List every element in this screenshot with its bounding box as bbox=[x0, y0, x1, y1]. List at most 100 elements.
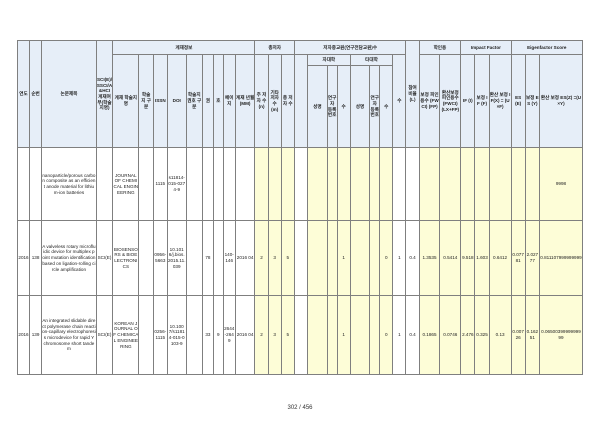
cell-ratio: 0.4 bbox=[405, 220, 420, 296]
cell-number bbox=[212, 147, 224, 221]
cell-class bbox=[185, 295, 203, 375]
col-a: 수 bbox=[392, 54, 407, 148]
cell-journal-name: JOURNAL OF CHEMICAL ENGINEERING bbox=[112, 147, 140, 221]
group-citations: 학인용 bbox=[418, 40, 462, 55]
cell-oth-regno bbox=[369, 220, 381, 296]
col-oth-name: 성명 bbox=[349, 65, 371, 148]
cell-blank bbox=[293, 295, 308, 375]
col-doi: DOI bbox=[166, 54, 187, 148]
col-ef2: 보정 ES (Y) bbox=[524, 54, 540, 148]
cell-seq: 138 bbox=[29, 220, 43, 296]
cell-if3: 0.6412 bbox=[488, 220, 512, 296]
cell-own-regno bbox=[326, 220, 338, 296]
group-total-authors: 총저자 bbox=[254, 40, 295, 55]
col-seq: 순번 bbox=[29, 40, 43, 148]
cell-if3 bbox=[488, 147, 512, 221]
cell-own-name bbox=[306, 220, 328, 296]
col-journal-name: 게재 학술지 명 bbox=[112, 54, 140, 148]
cell-if1: 2.476 bbox=[460, 295, 476, 375]
cell-oth-regno bbox=[369, 295, 381, 375]
cell-scie: SCI(E) bbox=[95, 220, 114, 296]
cell-if2: 1.603 bbox=[474, 220, 490, 296]
col-all-authors: 총 저자 수 bbox=[280, 54, 295, 148]
cell-volume: 78 bbox=[201, 220, 214, 296]
cell-all-authors bbox=[280, 147, 295, 221]
cell-if3: 0.13 bbox=[488, 295, 512, 375]
cell-blank bbox=[293, 147, 308, 221]
cell-oth-name bbox=[349, 220, 371, 296]
cell-scie: SCI(E) bbox=[95, 295, 114, 375]
col-number: 호 bbox=[212, 54, 224, 148]
cell-oth-name bbox=[349, 295, 371, 375]
cell-issn: 1115 bbox=[152, 147, 168, 221]
cell-number: 9 bbox=[212, 295, 224, 375]
cell-date bbox=[234, 147, 256, 221]
cell-issn: 0956-5663 bbox=[152, 220, 168, 296]
col-blank-a bbox=[293, 54, 308, 148]
col-ef3: 환산 보정 ES(Z) =(U×Y) bbox=[538, 54, 584, 148]
cell-if1 bbox=[460, 147, 476, 221]
cell-oth-regno bbox=[369, 147, 381, 221]
cell-ef3: 9998 bbox=[538, 147, 584, 221]
cell-sum: 1 bbox=[392, 295, 407, 375]
cell-number bbox=[212, 220, 224, 296]
cell-class bbox=[185, 220, 203, 296]
cell-ratio: 0.4 bbox=[405, 295, 420, 375]
cell-date: 2016 04 bbox=[234, 295, 256, 375]
col-main-authors: 주 저자 수 (n) bbox=[254, 54, 269, 148]
col-journal-type: 학술 지 구분 bbox=[138, 54, 154, 148]
cell-journal-type bbox=[138, 147, 154, 221]
cell-ef2: 0.16251 bbox=[524, 295, 540, 375]
cell-issn: 0256-1115 bbox=[152, 295, 168, 375]
table-row: 2016 138 A valveless rotary microfluidic… bbox=[16, 220, 584, 296]
cell-main-authors: 2 bbox=[254, 295, 269, 375]
group-eigenfactor: Eigenfactor Score bbox=[510, 40, 584, 55]
cell-pages bbox=[222, 147, 236, 221]
cell-ef1: 0.07781 bbox=[510, 220, 526, 296]
cell-journal-type bbox=[138, 220, 154, 296]
col-class: 학술지 권호 구분 bbox=[185, 54, 203, 148]
cell-other-authors: 3 bbox=[267, 295, 282, 375]
col-own-name: 성명 bbox=[306, 65, 328, 148]
col-own-regno: 연구 자 등록번호 bbox=[326, 65, 338, 148]
cell-other-authors bbox=[267, 147, 282, 221]
cell-if1: 9.518 bbox=[460, 220, 476, 296]
cell-ef1: 0.00726 bbox=[510, 295, 526, 375]
col-scie: SCI(E)/SSCI/A&HCI 게재여부(학술지명) bbox=[95, 40, 114, 148]
cell-ef1 bbox=[510, 147, 526, 221]
cell-all-authors: 5 bbox=[280, 220, 295, 296]
cell-year: 2016 bbox=[16, 220, 31, 296]
cell-sum bbox=[392, 147, 407, 221]
cell-cit2: 0.0746 bbox=[439, 295, 462, 375]
col-issn: ISSN bbox=[152, 54, 168, 148]
cell-own-regno bbox=[326, 295, 338, 375]
cell-doi: 10.1007/s11814-015-0103-9 bbox=[166, 295, 187, 375]
cell-title: nanoparticle/porous carbon composite as … bbox=[41, 147, 97, 221]
cell-doi: 10.1016/j.bios.2015.11.039 bbox=[166, 220, 187, 296]
cell-seq bbox=[29, 147, 43, 221]
cell-volume bbox=[201, 147, 214, 221]
col-title: 논문제목 bbox=[41, 40, 97, 148]
cell-cit2 bbox=[439, 147, 462, 221]
group-own-univ: 자대학 bbox=[306, 54, 351, 66]
page-number: 302 / 456 bbox=[287, 405, 313, 411]
cell-main-authors: 2 bbox=[254, 220, 269, 296]
cell-own-name bbox=[306, 295, 328, 375]
col-other-authors: 기타 저자 수 (m) bbox=[267, 54, 282, 148]
col-cit2: 환산보정피인용수 (FWCI) (LX+FP) bbox=[439, 54, 462, 148]
cell-oth-name bbox=[349, 147, 371, 221]
col-oth-count: 수 bbox=[379, 65, 394, 148]
cell-ef3: 0.811107999999999 bbox=[538, 220, 584, 296]
col-own-count: 수 bbox=[336, 65, 351, 148]
table-row: 2016 139 An integrated slidable direct p… bbox=[16, 295, 584, 375]
col-year: 연도 bbox=[16, 40, 31, 148]
group-dept-authors: 저자중교원(연구전담교원)수 bbox=[293, 40, 407, 55]
col-cit1: 보정 피인 용수 (FWCI) (FP) bbox=[418, 54, 441, 148]
cell-oth-count: 0 bbox=[379, 295, 394, 375]
cell-pages: 2644-2649 bbox=[222, 295, 236, 375]
cell-ef2: 2.02777 bbox=[524, 220, 540, 296]
cell-own-count: 1 bbox=[336, 295, 351, 375]
group-journal-info: 게재정보 bbox=[112, 40, 256, 55]
cell-scie bbox=[95, 147, 114, 221]
group-other-univ: 타대학 bbox=[349, 54, 394, 66]
